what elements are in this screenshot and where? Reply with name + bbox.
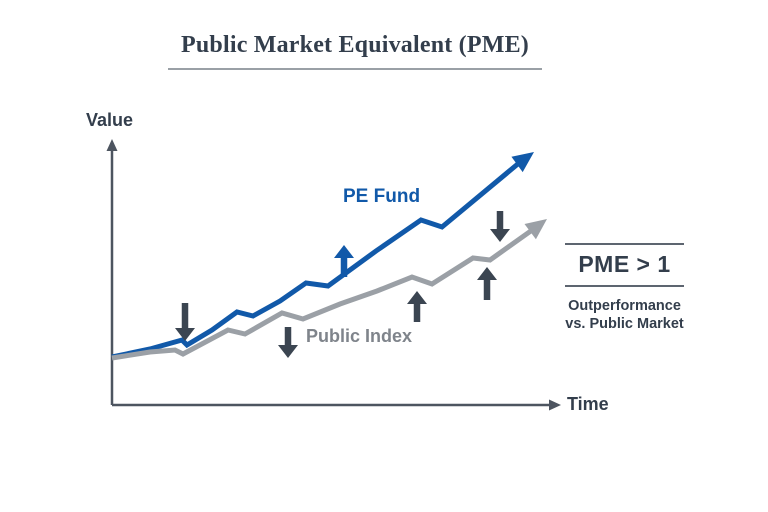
cashflow-arrow-6-down-icon <box>490 229 510 242</box>
cashflow-arrow-1-down-icon <box>175 328 195 341</box>
y-axis-label: Value <box>86 110 134 130</box>
y-axis-arrowhead-icon <box>106 139 118 151</box>
page-title: Public Market Equivalent (PME) <box>181 32 529 58</box>
pe-fund-arrowhead-icon <box>511 152 534 173</box>
cashflow-arrow-3-up-icon <box>334 245 354 258</box>
pe-fund-curve <box>111 161 521 360</box>
x-axis-arrowhead-icon <box>549 399 561 411</box>
pme-subline-1: Outperformance <box>568 298 681 314</box>
public-index-series-label: Public Index <box>306 326 413 346</box>
cashflow-arrow-4-up-icon <box>407 291 427 304</box>
public-index-arrowhead-icon <box>524 219 547 240</box>
pme-subtext: Outperformance vs. Public Market <box>565 297 684 333</box>
pme-headline: PME > 1 <box>565 243 684 287</box>
cashflow-arrow-2-down-icon <box>278 345 298 358</box>
pme-subline-2: vs. Public Market <box>565 316 684 332</box>
title-block: Public Market Equivalent (PME) <box>168 32 542 70</box>
pe-fund-series-label: PE Fund <box>343 186 421 207</box>
cashflow-arrow-5-up-icon <box>477 267 497 280</box>
pme-annotation: PME > 1 Outperformance vs. Public Market <box>565 243 684 333</box>
x-axis-label: Time <box>567 394 609 414</box>
public-index-curve <box>111 225 537 361</box>
